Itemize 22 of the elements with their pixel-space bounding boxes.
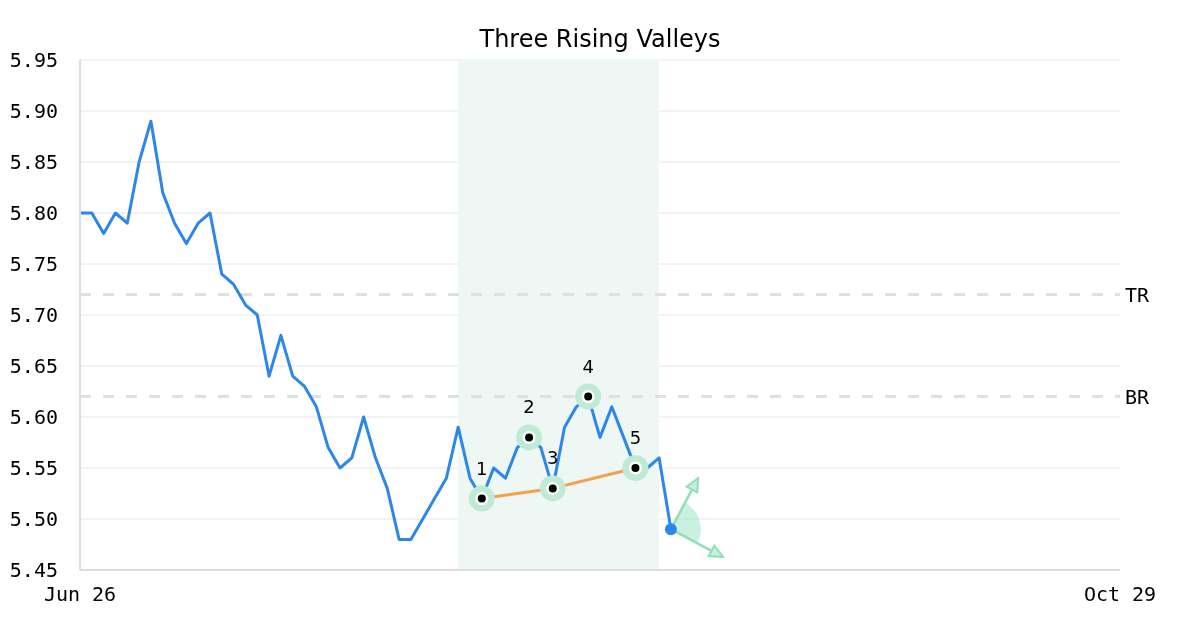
annotation: 4: [582, 355, 594, 377]
y-tick-label: 5.60: [9, 405, 58, 430]
annotation: 1: [476, 457, 488, 479]
y-tick-label: 5.45: [9, 558, 58, 583]
y-tick-label: 5.85: [9, 150, 58, 175]
y-tick-label: 5.70: [9, 303, 58, 328]
y-tick-label: 5.90: [9, 99, 58, 124]
annotation: 2: [523, 396, 535, 418]
y-tick-label: 5.95: [9, 48, 58, 73]
annotation: 5: [629, 427, 642, 448]
annotation: 3: [547, 447, 559, 469]
ref-line-label: TR: [1125, 282, 1151, 307]
x-tick-label: Oct 29: [1083, 582, 1157, 607]
point: [664, 523, 677, 536]
y-tick-label: 5.50: [9, 507, 58, 532]
y-tick-label: 5.75: [9, 252, 58, 277]
y-tick-label: 5.80: [9, 201, 58, 226]
ref-line-label: BR: [1125, 384, 1151, 409]
chart-title: Three Rising Valleys: [479, 25, 721, 53]
y-tick-label: 5.65: [9, 354, 58, 379]
y-tick-label: 5.55: [9, 456, 58, 481]
x-tick-label: Jun 26: [43, 582, 117, 607]
